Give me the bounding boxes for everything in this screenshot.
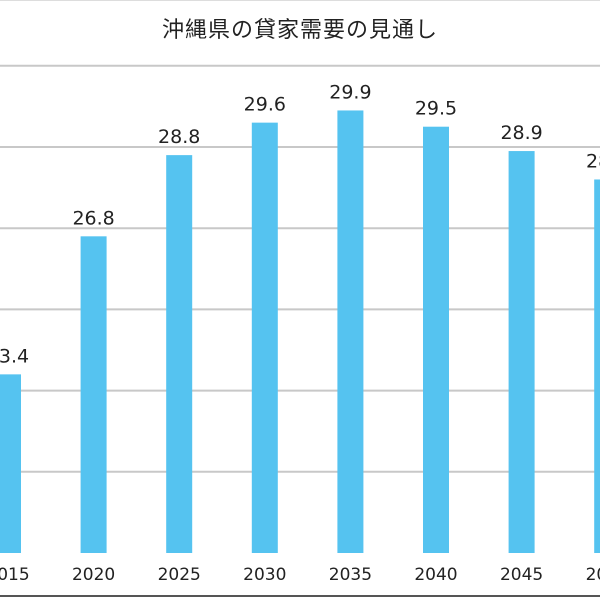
x-tick-2045: 2045 [500, 565, 543, 585]
x-tick-2050: 2050 [586, 565, 600, 585]
data-label-2035: 29.9 [329, 81, 371, 103]
bar-2040 [423, 126, 449, 553]
x-tick-2030: 2030 [243, 565, 286, 585]
data-label-2015: 23.4 [0, 345, 29, 367]
bar-2015 [0, 374, 21, 553]
bar-2030 [251, 122, 278, 553]
data-label-2025: 28.8 [158, 126, 200, 148]
data-label-2045: 28.9 [500, 122, 542, 144]
bar-2050 [594, 179, 600, 554]
x-tick-2020: 2020 [72, 565, 115, 585]
x-tick-2035: 2035 [329, 565, 372, 585]
x-tick-2025: 2025 [158, 565, 201, 585]
bar-2020 [80, 236, 107, 553]
data-label-2030: 29.6 [244, 94, 286, 116]
chart-bottom-border [0, 595, 600, 597]
data-label-2020: 26.8 [72, 207, 114, 229]
chart-border [0, 0, 600, 1]
x-tick-2040: 2040 [414, 565, 457, 585]
bar-2045 [508, 151, 535, 553]
x-tick-2015: 2015 [0, 565, 30, 585]
chart-title: 沖縄県の貸家需要の見通し [161, 18, 438, 43]
data-label-2050: 28.2 [586, 150, 600, 172]
bar-2025 [166, 155, 193, 553]
bar-2035 [337, 110, 364, 554]
data-label-2040: 29.5 [415, 98, 457, 120]
